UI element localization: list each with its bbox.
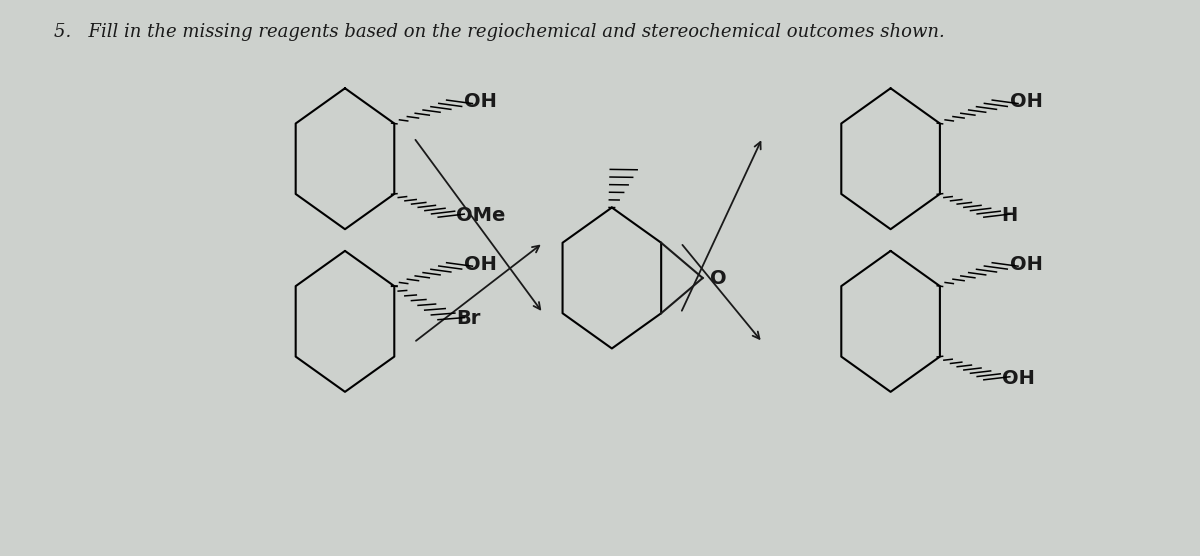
Text: 5.   Fill in the missing reagents based on the regiochemical and stereochemical : 5. Fill in the missing reagents based on… [54,23,946,41]
Text: H: H [1002,206,1018,225]
Text: OH: OH [464,255,497,274]
Text: O: O [709,269,726,287]
Text: OH: OH [1010,92,1043,111]
Text: OH: OH [1010,255,1043,274]
Text: OH: OH [464,92,497,111]
Text: OH: OH [1002,369,1034,388]
Text: OMe: OMe [456,206,505,225]
Text: Br: Br [456,309,480,328]
